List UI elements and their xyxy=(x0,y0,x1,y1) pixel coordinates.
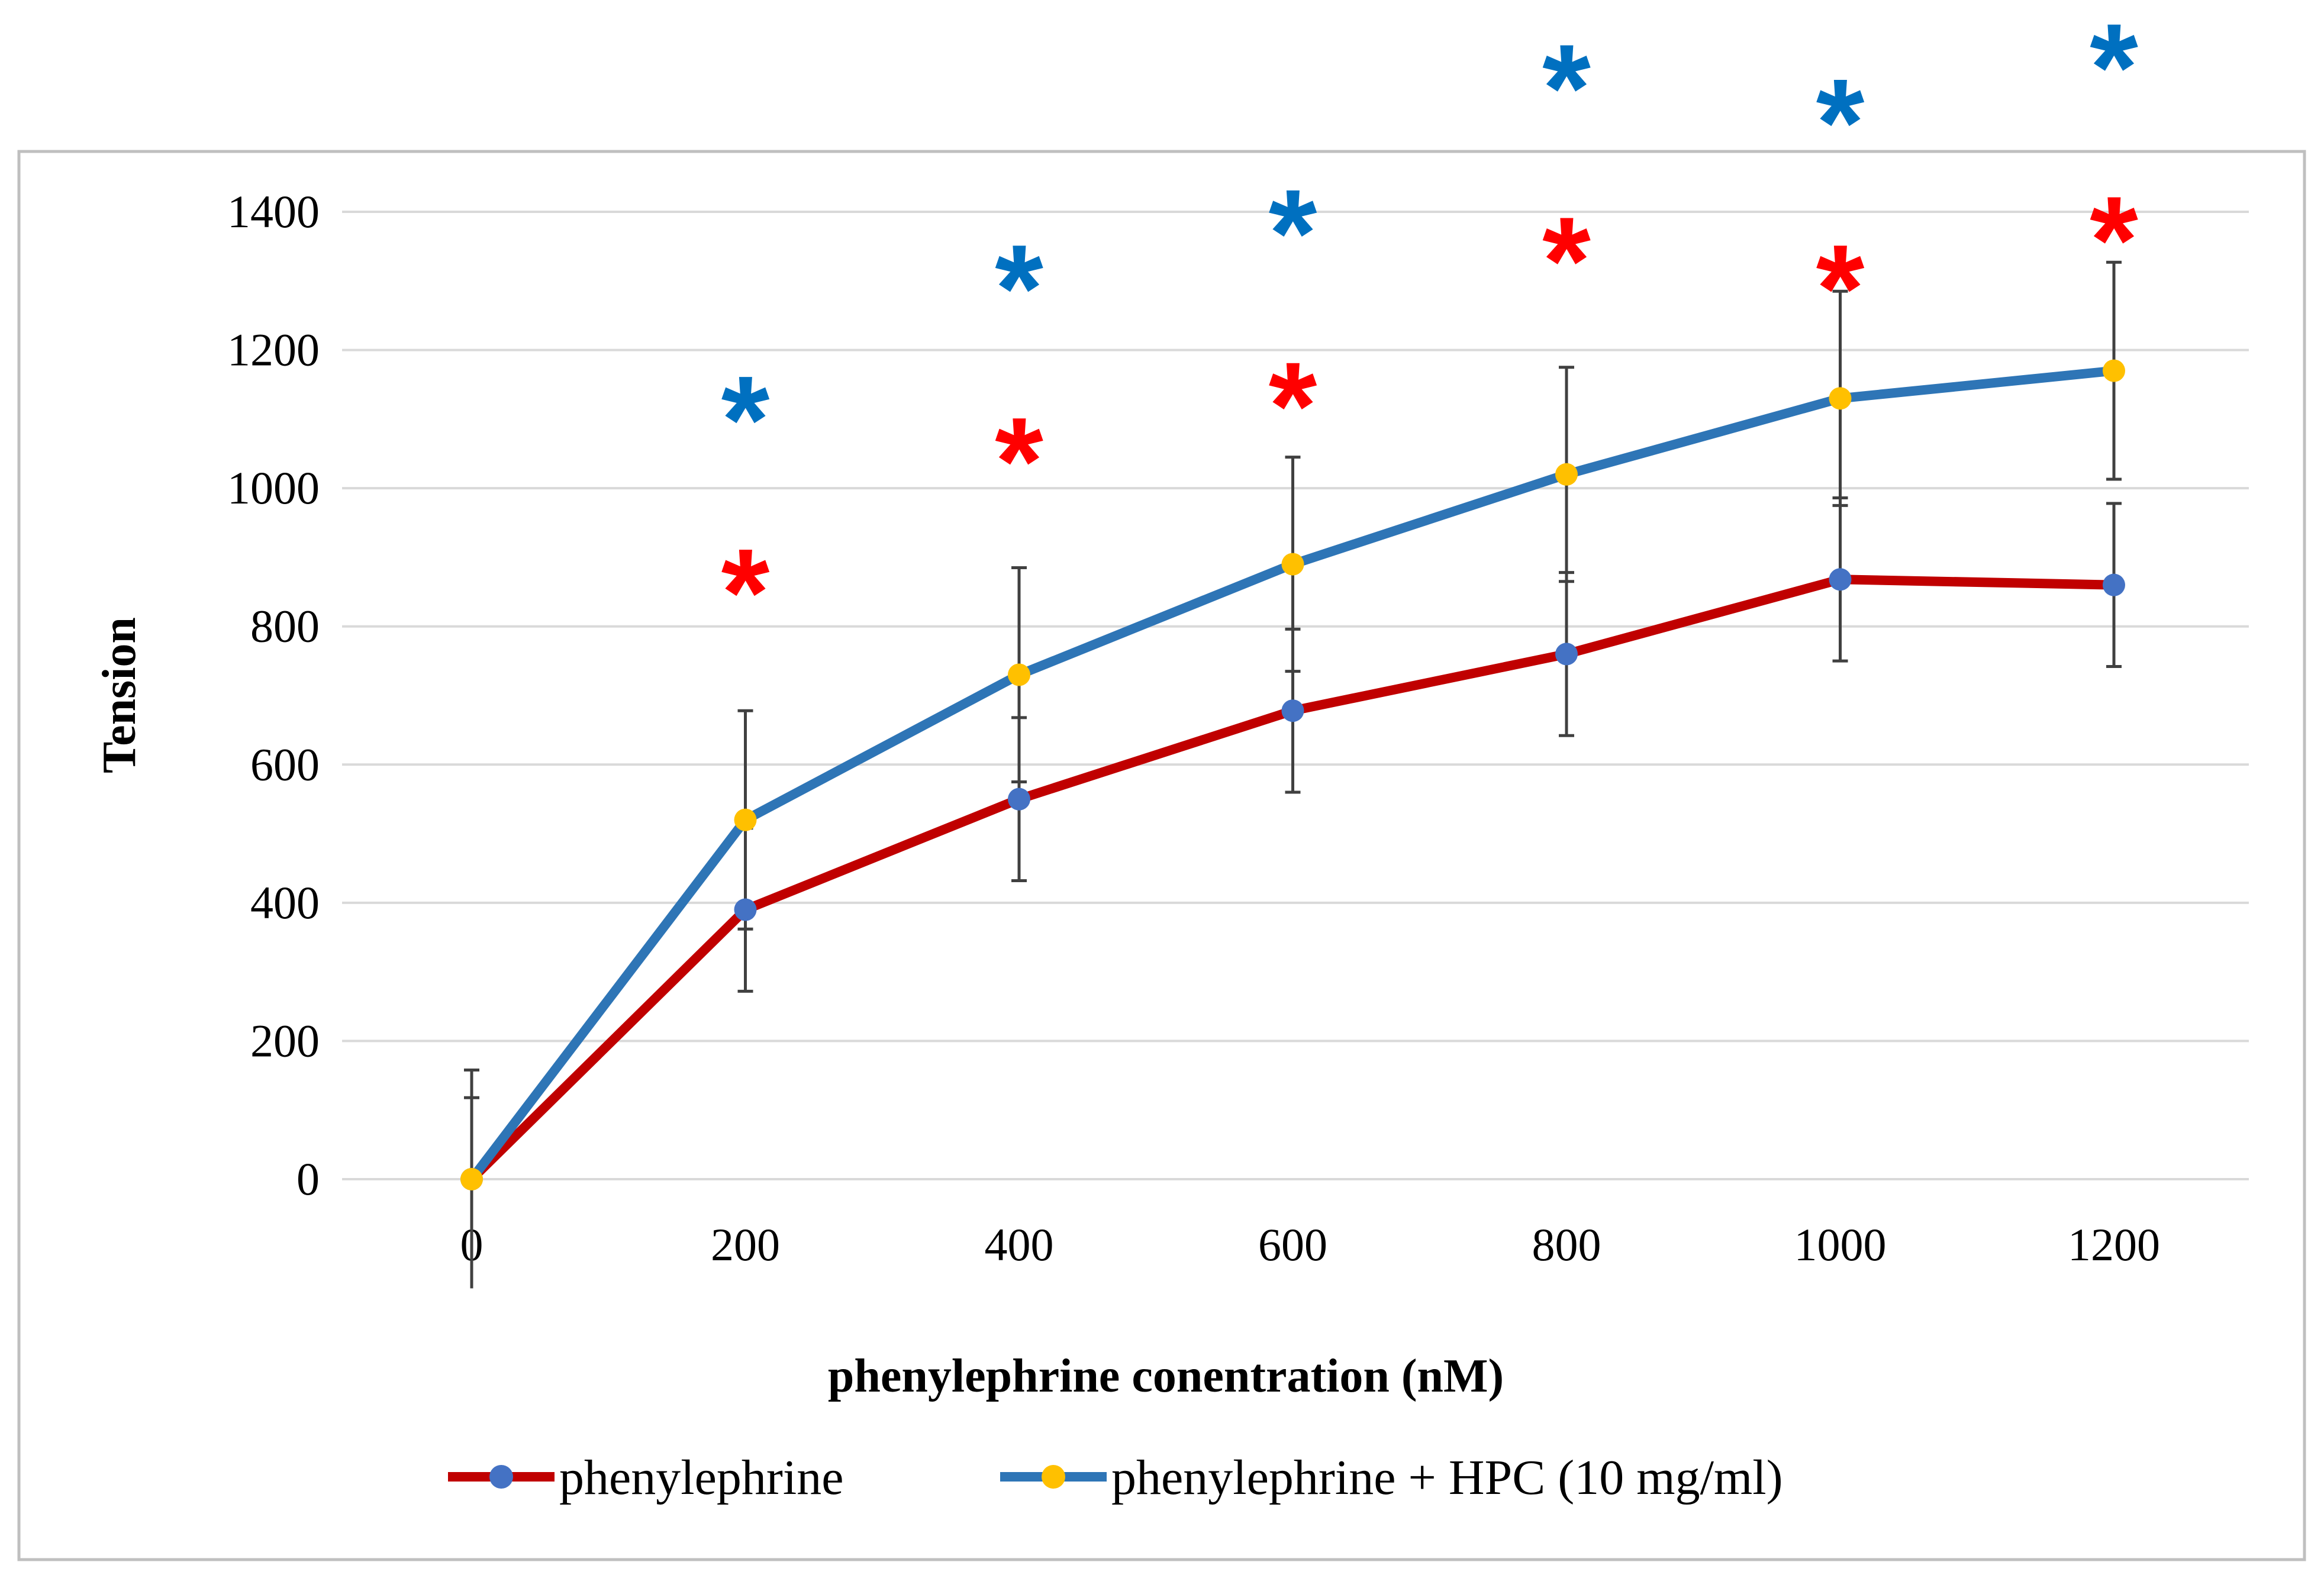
significance-star-phenylephrine-800: * xyxy=(1542,191,1591,330)
data-point-phenylephrine-hpc-10-mg-ml-1200 xyxy=(2103,359,2125,382)
y-tick-label-1400: 1400 xyxy=(227,186,320,237)
x-tick-label-200: 200 xyxy=(711,1219,780,1270)
significance-star-phenylephrine-hpc-10-mg-ml-800: * xyxy=(1542,18,1591,157)
y-tick-label-1200: 1200 xyxy=(227,324,320,376)
data-point-phenylephrine-hpc-10-mg-ml-200 xyxy=(734,808,757,831)
y-tick-label-200: 200 xyxy=(250,1015,320,1066)
legend-item-phenylephrine: phenylephrine xyxy=(448,1450,844,1505)
x-tick-label-400: 400 xyxy=(985,1219,1054,1270)
legend-item-phenylephrine-hpc: phenylephrine + HPC (10 mg/ml) xyxy=(1000,1450,1783,1505)
data-point-phenylephrine-400 xyxy=(1008,788,1030,811)
significance-star-phenylephrine-hpc-10-mg-ml-200: * xyxy=(721,350,770,489)
y-tick-label-0: 0 xyxy=(296,1153,320,1205)
data-point-phenylephrine-hpc-10-mg-ml-600 xyxy=(1281,553,1304,576)
significance-star-phenylephrine-hpc-10-mg-ml-1200: * xyxy=(2090,0,2138,137)
x-tick-label-1200: 1200 xyxy=(2068,1219,2160,1270)
y-axis-ticks: 0 200 400 600 800 1000 1200 1400 xyxy=(227,186,320,1205)
legend-marker-phenylephrine-hpc xyxy=(1042,1465,1065,1489)
data-point-phenylephrine-1200 xyxy=(2103,573,2125,596)
x-tick-label-800: 800 xyxy=(1532,1219,1601,1270)
y-tick-label-400: 400 xyxy=(250,877,320,928)
significance-star-phenylephrine-1000: * xyxy=(1816,219,1865,358)
significance-star-phenylephrine-hpc-10-mg-ml-400: * xyxy=(995,219,1043,358)
data-point-phenylephrine-hpc-10-mg-ml-800 xyxy=(1555,463,1578,486)
x-tick-label-600: 600 xyxy=(1258,1219,1327,1270)
data-point-phenylephrine-hpc-10-mg-ml-1000 xyxy=(1829,387,1852,410)
y-tick-label-800: 800 xyxy=(250,601,320,652)
significance-markers: * * * * * * * * * * * * xyxy=(721,0,2139,662)
significance-star-phenylephrine-hpc-10-mg-ml-600: * xyxy=(1269,163,1317,302)
significance-star-phenylephrine-600: * xyxy=(1269,336,1317,475)
legend-label-phenylephrine: phenylephrine xyxy=(559,1450,844,1505)
data-point-phenylephrine-1000 xyxy=(1829,568,1852,591)
data-point-phenylephrine-600 xyxy=(1281,699,1304,722)
gridlines xyxy=(342,211,2249,1180)
y-tick-label-600: 600 xyxy=(250,738,320,790)
data-point-phenylephrine-200 xyxy=(734,898,757,921)
data-point-phenylephrine-hpc-10-mg-ml-400 xyxy=(1008,663,1030,686)
legend-marker-phenylephrine xyxy=(489,1465,513,1489)
significance-star-phenylephrine-200: * xyxy=(721,523,770,662)
data-point-phenylephrine-800 xyxy=(1555,643,1578,666)
data-points xyxy=(460,359,2125,1190)
chart-frame xyxy=(17,150,2306,1561)
x-axis-title: phenylephrine conentration (nM) xyxy=(828,1350,1504,1402)
x-axis-ticks: 0 200 400 600 800 1000 1200 xyxy=(460,1219,2161,1270)
legend: phenylephrine phenylephrine + HPC (10 mg… xyxy=(448,1450,1783,1505)
significance-star-phenylephrine-hpc-10-mg-ml-1000: * xyxy=(1816,53,1865,192)
legend-label-phenylephrine-hpc: phenylephrine + HPC (10 mg/ml) xyxy=(1111,1450,1783,1505)
significance-star-phenylephrine-400: * xyxy=(995,392,1043,531)
significance-star-phenylephrine-1200: * xyxy=(2090,170,2138,309)
y-tick-label-1000: 1000 xyxy=(227,462,320,514)
data-point-phenylephrine-hpc-10-mg-ml-0 xyxy=(460,1168,483,1190)
x-tick-label-1000: 1000 xyxy=(1794,1219,1887,1270)
y-axis-title: Tension xyxy=(94,617,146,773)
